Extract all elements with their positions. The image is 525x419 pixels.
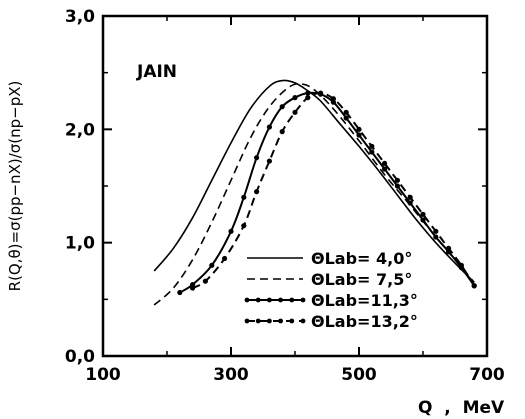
series-4-point (254, 189, 260, 195)
series-3-point (254, 155, 260, 161)
x-tick-label: 700 (469, 365, 505, 385)
legend: ΘLab= 4,0° ΘLab= 7,5° ΘLab=11,3° ΘLab=13,2° (244, 249, 418, 331)
legend-marker (267, 297, 272, 303)
series-3-point (292, 95, 298, 101)
series-4-point (446, 245, 452, 251)
legend-marker (289, 318, 295, 324)
series-3-point (228, 228, 234, 234)
series-3-point (407, 200, 413, 206)
series-3-point (209, 262, 215, 268)
x-tick-label: 500 (341, 365, 377, 385)
axis-ticks: 100 300 500 700 0,0 1,0 2,0 3,0 (65, 7, 505, 385)
x-axis-label: Q , MeV (418, 398, 505, 418)
series-4-point (420, 211, 426, 217)
x-tick-label: 100 (85, 365, 121, 385)
y-tick-label: 1,0 (65, 234, 95, 254)
series-3-point (433, 234, 439, 240)
y-tick-label: 2,0 (65, 120, 95, 140)
series-3-point (356, 132, 362, 138)
series-3-point (279, 104, 285, 110)
series-4-point (305, 95, 311, 101)
series-4-point (356, 126, 362, 132)
x-tick-label: 300 (213, 365, 249, 385)
series-3-point (394, 183, 400, 189)
legend-marker (244, 297, 250, 303)
series-4-point (433, 228, 439, 234)
series-4-point (382, 160, 388, 166)
legend-label-4: ΘLab=13,2° (311, 312, 418, 331)
series-4-point (241, 223, 247, 229)
series-4-point (279, 129, 285, 135)
series-3-point (420, 217, 426, 223)
legend-label-2: ΘLab= 7,5° (311, 270, 412, 289)
legend-marker (300, 318, 306, 324)
legend-marker (267, 318, 272, 324)
legend-marker (278, 297, 283, 303)
y-axis-label: R(Q,θ)=σ(pp−nX)/σ(np−pX) (6, 81, 24, 292)
series-4-point (292, 109, 298, 115)
series-4-point (190, 285, 196, 291)
legend-marker (255, 297, 261, 303)
y-tick-label: 3,0 (65, 7, 95, 27)
legend-marker (278, 318, 283, 324)
legend-marker (255, 318, 261, 324)
series-3-point (369, 149, 375, 155)
series-4-point (471, 283, 477, 289)
legend-marker (244, 318, 250, 324)
series-4-point (394, 177, 400, 183)
series-4-point (458, 262, 464, 268)
series-4-point (330, 96, 336, 102)
series-4-point (318, 90, 324, 96)
series-3-point (343, 115, 349, 121)
series-3-point (266, 124, 272, 130)
annotation-label: JAIN (136, 62, 177, 82)
legend-marker (300, 297, 306, 303)
series-3-point (382, 166, 388, 172)
series-layer (153, 79, 477, 306)
series-line-4 (192, 92, 476, 289)
legend-marker (289, 297, 295, 303)
series-4-point (369, 143, 375, 149)
series-3-point (305, 90, 311, 96)
series-4-point (202, 278, 208, 284)
series-3-point (177, 289, 183, 296)
legend-label-3: ΘLab=11,3° (311, 291, 418, 310)
series-4-point (266, 158, 272, 164)
y-tick-label: 0,0 (65, 347, 95, 367)
series-4-point (343, 109, 349, 115)
series-3-point (241, 194, 247, 200)
series-4-point (222, 255, 228, 262)
legend-label-1: ΘLab= 4,0° (311, 249, 412, 268)
series-4-point (407, 194, 413, 200)
